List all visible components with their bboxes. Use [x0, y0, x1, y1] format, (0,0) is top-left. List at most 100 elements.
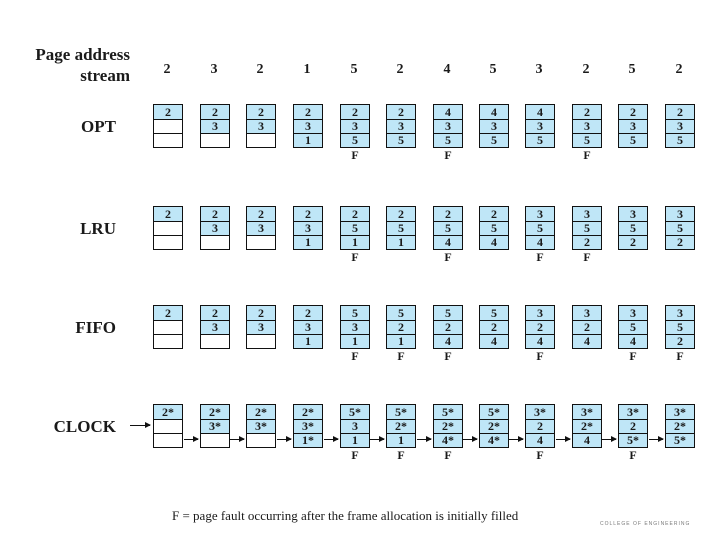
- frame-cell: 5: [573, 221, 601, 235]
- frame-cell: 5*: [434, 405, 462, 419]
- page-fault-marker: F: [351, 349, 359, 363]
- page-fault-marker: F: [536, 250, 544, 264]
- frame-cell: 2: [619, 419, 647, 433]
- frame-cell: 2: [480, 320, 508, 334]
- stream-value: 2: [396, 62, 404, 77]
- page-fault-marker: F: [397, 448, 405, 462]
- frame-divider: [387, 221, 415, 222]
- frame-cell: [247, 433, 275, 447]
- policy-label-clock: CLOCK: [53, 417, 116, 436]
- frame-divider: [154, 119, 182, 120]
- frame-cell: 5: [480, 221, 508, 235]
- frame-cell: 5: [480, 133, 508, 147]
- frame-cell: 2: [154, 306, 182, 320]
- frame-cell: 2*: [201, 405, 229, 419]
- clock-pointer-arrow: [417, 436, 432, 442]
- frame-divider: [526, 235, 554, 236]
- frame-divider: [154, 320, 182, 321]
- frame-divider: [434, 119, 462, 120]
- frame-cell: 2: [247, 207, 275, 221]
- frame-cell: 5: [526, 133, 554, 147]
- frame-cell: 5: [480, 306, 508, 320]
- frame-divider: [341, 119, 369, 120]
- frame-divider: [294, 133, 322, 134]
- frame-divider: [387, 334, 415, 335]
- page-fault-marker: F: [536, 349, 544, 363]
- page-fault-marker: F: [583, 250, 591, 264]
- frame-cell: 5: [387, 133, 415, 147]
- frame-divider: [573, 419, 601, 420]
- page-fault-marker: F: [397, 349, 405, 363]
- frame-cell: 2: [201, 207, 229, 221]
- frame-divider: [480, 221, 508, 222]
- frame-cell: 5: [341, 306, 369, 320]
- clock-pointer-arrow: [509, 436, 524, 442]
- frame-cell: 2: [573, 320, 601, 334]
- frame-cell: [201, 235, 229, 249]
- frame-cell: 4: [480, 235, 508, 249]
- frame-cell: 5*: [619, 433, 647, 447]
- frame-divider: [387, 433, 415, 434]
- frame-divider: [294, 433, 322, 434]
- frame-cell: 5: [387, 221, 415, 235]
- clock-pointer-arrow: [602, 436, 617, 442]
- title-line-2: stream: [80, 66, 130, 85]
- frame-divider: [201, 433, 229, 434]
- frame-divider: [434, 433, 462, 434]
- frame-cell: 2: [294, 207, 322, 221]
- frame-cell: [201, 133, 229, 147]
- frame-cell: 3: [573, 119, 601, 133]
- policy-label-lru: LRU: [80, 219, 116, 238]
- frame-cell: 2: [341, 207, 369, 221]
- page-fault-marker: F: [629, 448, 637, 462]
- frame-divider: [201, 119, 229, 120]
- frame-column: 2: [153, 305, 183, 349]
- frame-cell: 3: [619, 119, 647, 133]
- frame-divider: [619, 334, 647, 335]
- stream-value: 2: [582, 62, 590, 77]
- frame-cell: [154, 221, 182, 235]
- frame-cell: 1: [387, 235, 415, 249]
- frame-divider: [480, 320, 508, 321]
- frame-column: 3* 2 4: [525, 404, 555, 448]
- clock-pointer-arrow: [370, 436, 385, 442]
- frame-divider: [201, 235, 229, 236]
- page-fault-marker: F: [676, 349, 684, 363]
- frame-divider: [619, 235, 647, 236]
- page-address-title: Page address stream: [18, 44, 130, 86]
- frame-divider: [154, 221, 182, 222]
- frame-divider: [434, 419, 462, 420]
- frame-cell: 2*: [666, 419, 694, 433]
- frame-cell: 3*: [619, 405, 647, 419]
- frame-cell: 1: [387, 433, 415, 447]
- frame-cell: 2: [154, 207, 182, 221]
- frame-divider: [341, 235, 369, 236]
- frame-cell: [247, 235, 275, 249]
- frame-divider: [666, 419, 694, 420]
- frame-cell: 3*: [573, 405, 601, 419]
- frame-cell: 2: [666, 334, 694, 348]
- frame-cell: 3: [573, 306, 601, 320]
- title-line-1: Page address: [35, 45, 130, 64]
- frame-divider: [573, 433, 601, 434]
- stream-value: 3: [210, 62, 218, 77]
- frame-cell: [247, 334, 275, 348]
- frame-cell: 3: [387, 119, 415, 133]
- frame-cell: [154, 119, 182, 133]
- frame-divider: [247, 334, 275, 335]
- frame-cell: 3: [666, 207, 694, 221]
- frame-cell: 4: [434, 334, 462, 348]
- frame-cell: 2: [573, 105, 601, 119]
- frame-divider: [387, 235, 415, 236]
- frame-divider: [434, 133, 462, 134]
- frame-cell: 5: [619, 320, 647, 334]
- frame-cell: 2: [526, 419, 554, 433]
- frame-cell: 4: [526, 105, 554, 119]
- frame-cell: 4: [434, 235, 462, 249]
- frame-divider: [247, 433, 275, 434]
- frame-cell: 2: [387, 207, 415, 221]
